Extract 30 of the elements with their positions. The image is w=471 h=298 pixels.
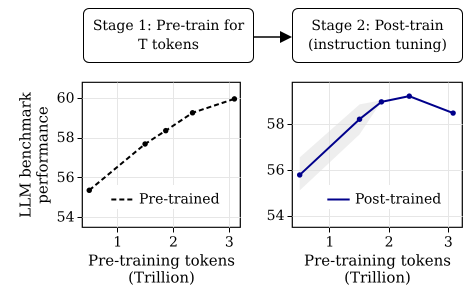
x-tick-label: 3 — [224, 234, 234, 250]
point — [86, 188, 92, 193]
legend-label: Pre-trained — [139, 192, 220, 208]
x-tick-label: 1 — [325, 234, 334, 250]
y-tick-label: 60 — [56, 90, 74, 106]
legend-label: Post-trained — [355, 192, 442, 208]
point — [356, 116, 362, 122]
y-tick-label: 56 — [266, 162, 285, 178]
point — [163, 128, 168, 134]
x-tick-label: 1 — [113, 234, 122, 250]
x-axis-title: Pre-training tokens (Trillion) — [304, 252, 452, 286]
text: Stage 1: Pre-train for T tokens — [83, 8, 254, 63]
point — [296, 172, 302, 178]
y-tick-label: 54 — [56, 210, 75, 226]
point — [232, 96, 238, 102]
point — [378, 99, 384, 105]
x-tick-label: 2 — [384, 234, 394, 250]
y-tick-label: 54 — [266, 208, 285, 224]
x-tick-label: 2 — [169, 234, 178, 250]
text: Stage 2: Post-train (instruction tuning) — [292, 8, 463, 63]
x-tick-label: 3 — [444, 234, 453, 250]
point — [142, 141, 148, 147]
y-tick-label: 58 — [266, 116, 284, 133]
y-tick-label: 56 — [56, 170, 75, 186]
y-axis-title: LLM benchmark performance — [16, 91, 52, 218]
point — [190, 110, 196, 116]
point — [450, 110, 456, 116]
x-axis-title: Pre-training tokens (Trillion) — [88, 252, 236, 286]
y-tick-label: 58 — [56, 130, 74, 146]
point — [406, 93, 412, 99]
